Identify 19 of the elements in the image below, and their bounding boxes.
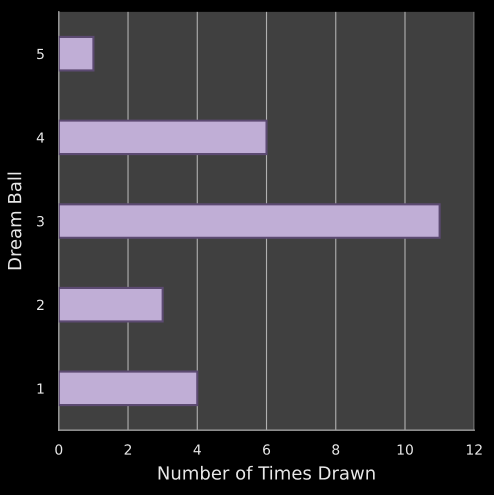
x-axis-title: Number of Times Drawn [158, 466, 375, 480]
x-tick-label: 10 [398, 444, 413, 455]
bar [58, 36, 94, 72]
bar [58, 203, 441, 239]
bar [58, 286, 164, 322]
y-axis-title: Dream Ball [7, 172, 22, 270]
y-tick-label: 4 [36, 132, 44, 143]
x-tick-label: 8 [332, 444, 340, 455]
y-tick-label: 5 [37, 48, 44, 60]
x-tick-label: 0 [55, 444, 62, 455]
bar [58, 370, 198, 406]
x-tick-label: 2 [124, 444, 132, 455]
x-tick-label: 12 [466, 444, 482, 455]
y-tick-label: 1 [38, 383, 44, 394]
y-tick-label: 2 [37, 300, 44, 310]
x-tick-label: 4 [194, 444, 201, 455]
bar [58, 120, 268, 156]
x-tick-label: 6 [263, 444, 270, 455]
y-tick-label: 3 [37, 216, 44, 226]
